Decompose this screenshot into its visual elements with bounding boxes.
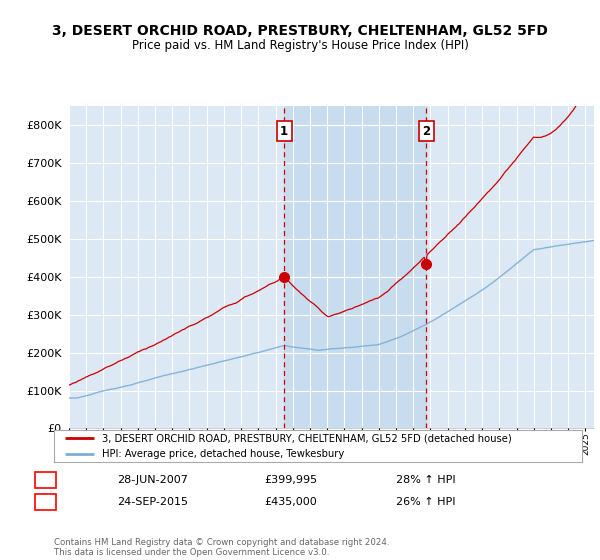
Text: 3, DESERT ORCHID ROAD, PRESTBURY, CHELTENHAM, GL52 5FD (detached house): 3, DESERT ORCHID ROAD, PRESTBURY, CHELTE… [101,433,511,444]
Bar [284,106,426,428]
Text: 1: 1 [280,124,288,138]
Text: 2: 2 [42,497,49,507]
Text: £435,000: £435,000 [264,497,317,507]
Text: 1: 1 [42,475,49,485]
Text: 3, DESERT ORCHID ROAD, PRESTBURY, CHELTENHAM, GL52 5FD: 3, DESERT ORCHID ROAD, PRESTBURY, CHELTE… [52,24,548,38]
Text: 28-JUN-2007: 28-JUN-2007 [117,475,188,485]
Text: 24-SEP-2015: 24-SEP-2015 [117,497,188,507]
Text: £399,995: £399,995 [264,475,317,485]
Text: 28% ↑ HPI: 28% ↑ HPI [396,475,455,485]
Text: Contains HM Land Registry data © Crown copyright and database right 2024.
This d: Contains HM Land Registry data © Crown c… [54,538,389,557]
Text: Price paid vs. HM Land Registry's House Price Index (HPI): Price paid vs. HM Land Registry's House … [131,39,469,52]
Text: HPI: Average price, detached house, Tewkesbury: HPI: Average price, detached house, Tewk… [101,449,344,459]
Text: 26% ↑ HPI: 26% ↑ HPI [396,497,455,507]
Text: 2: 2 [422,124,430,138]
